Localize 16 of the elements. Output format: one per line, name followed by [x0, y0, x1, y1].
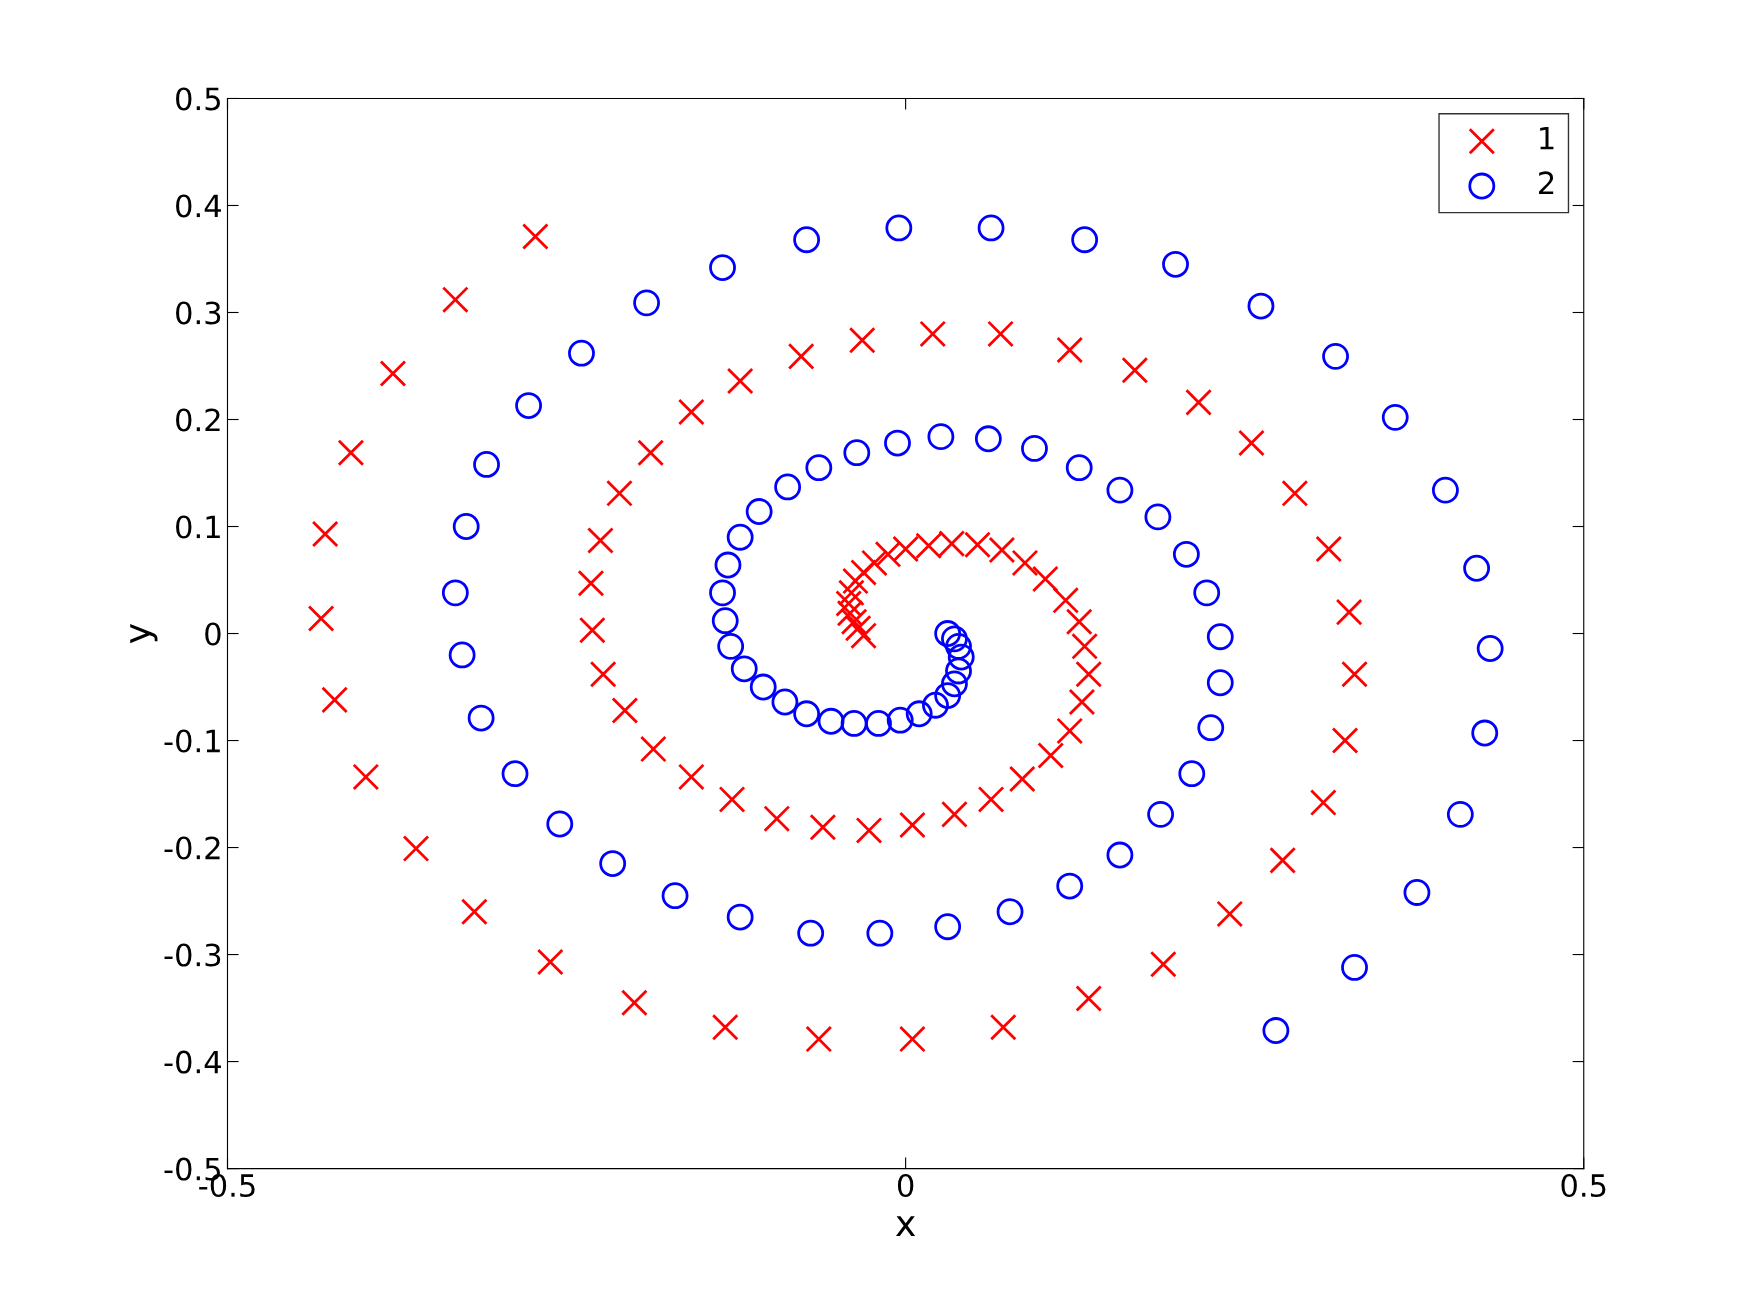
- y-tick-label: 0: [205, 622, 221, 646]
- x-tick-label: 0: [897, 1173, 914, 1198]
- y-tick-label: -0.1: [164, 729, 220, 753]
- x-axis-title: x: [895, 1216, 916, 1236]
- y-tick-label: 0.4: [176, 194, 221, 218]
- y-tick-label: 0.1: [176, 515, 220, 539]
- legend-label: 1: [1540, 126, 1554, 150]
- legend-label: 2: [1539, 171, 1554, 195]
- y-tick-label: -0.4: [164, 1050, 221, 1074]
- y-tick-label: 0.2: [176, 408, 220, 432]
- y-tick-label: -0.2: [164, 836, 220, 860]
- y-tick-label: -0.3: [164, 943, 221, 967]
- y-tick-label: 0.3: [176, 301, 221, 325]
- y-tick-label: 0.5: [176, 87, 220, 111]
- x-tick-label: 0.5: [1561, 1173, 1606, 1198]
- y-axis-title: y: [130, 623, 158, 644]
